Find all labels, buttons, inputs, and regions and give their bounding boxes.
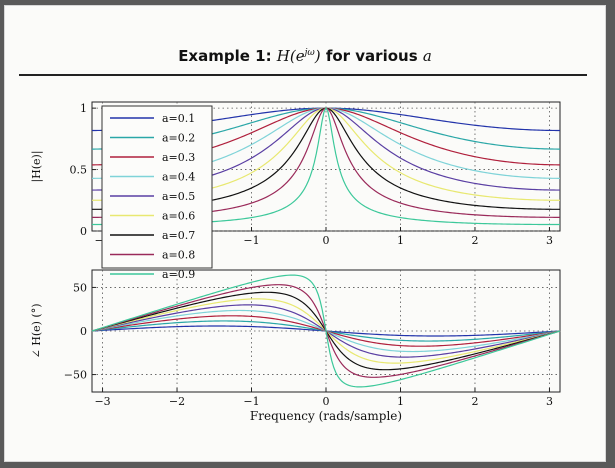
- legend-label: a=0.5: [162, 190, 195, 203]
- magnitude-ytick-label: 0.5: [70, 164, 88, 177]
- phase-xtick-label: 3: [546, 395, 553, 408]
- magnitude-ytick-label: 1: [80, 102, 87, 115]
- legend-label: a=0.8: [162, 249, 195, 262]
- phase-xtick-label: −3: [94, 395, 110, 408]
- legend-label: a=0.6: [162, 210, 195, 223]
- phase-xtick-label: −1: [243, 395, 259, 408]
- slide-title: Example 1: H(ejω) for various a: [5, 47, 605, 65]
- legend-label: a=0.7: [162, 229, 195, 242]
- phase-xtick-label: 1: [397, 395, 404, 408]
- magnitude-xtick-label: 1: [397, 234, 404, 247]
- legend-label: a=0.2: [162, 132, 195, 145]
- phase-ytick-label: −50: [64, 369, 87, 382]
- legend-box: [101, 105, 213, 269]
- phase-xlabel: Frequency (rads/sample): [250, 409, 402, 423]
- legend-label: a=0.3: [162, 151, 195, 164]
- phase-ytick-label: 50: [73, 281, 87, 294]
- phase-ylabel: ∠ H(e) (°): [30, 304, 43, 359]
- magnitude-ytick-label: 0: [80, 225, 87, 238]
- title-rule: [19, 74, 587, 76]
- phase-xtick-label: 2: [471, 395, 478, 408]
- legend-label: a=0.9: [162, 268, 195, 281]
- phase-xtick-label: −2: [169, 395, 185, 408]
- legend-label: a=0.4: [162, 171, 195, 184]
- magnitude-xtick-label: −1: [243, 234, 259, 247]
- magnitude-xtick-label: 2: [471, 234, 478, 247]
- magnitude-xtick-label: 3: [546, 234, 553, 247]
- phase-ytick-label: 0: [80, 325, 87, 338]
- phase-series-line: [91, 274, 561, 388]
- magnitude-xtick-label: 0: [323, 234, 330, 247]
- title-var: a: [422, 47, 432, 65]
- title-prefix: Example 1:: [178, 47, 277, 65]
- magnitude-ylabel: |H(e)|: [30, 150, 44, 182]
- phase-xtick-label: 0: [323, 395, 330, 408]
- title-suffix: for various: [320, 47, 423, 65]
- title-math: H(ejω): [276, 47, 321, 65]
- legend-label: a=0.1: [162, 112, 195, 125]
